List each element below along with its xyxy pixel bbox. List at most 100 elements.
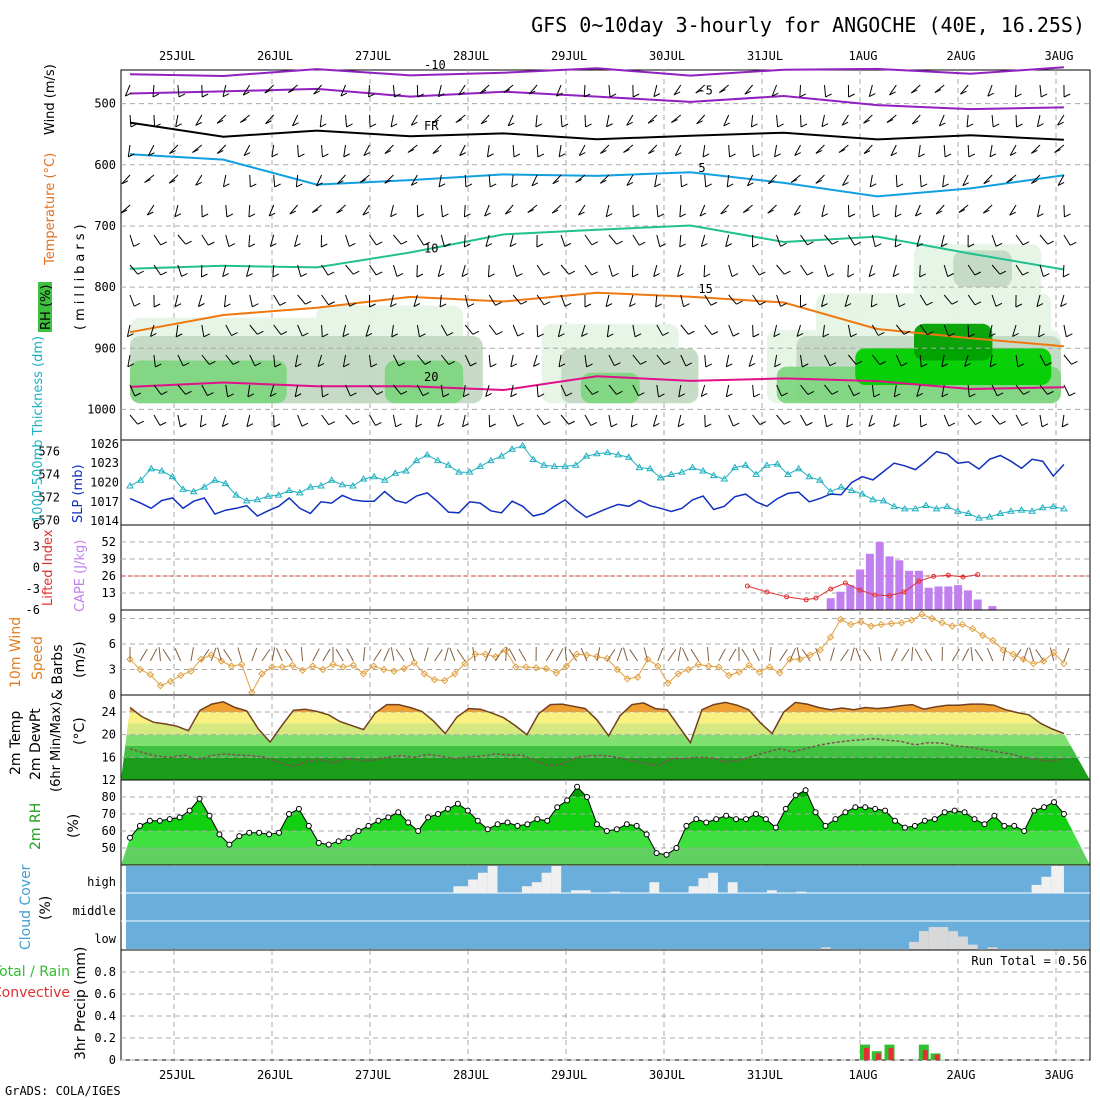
li-marker xyxy=(744,583,750,589)
thickness-marker xyxy=(773,460,782,467)
upper-barb-flag xyxy=(561,123,569,128)
cape-bar xyxy=(954,585,963,610)
upper-barb xyxy=(943,324,950,337)
rh-band-1 xyxy=(121,831,1090,848)
upper-barb-flag xyxy=(375,271,383,276)
rh-marker xyxy=(1041,804,1048,811)
wind-barb xyxy=(596,647,601,662)
upper-barb xyxy=(368,354,372,367)
upper-barb xyxy=(584,234,593,246)
upper-barb-flag xyxy=(983,180,990,185)
upper-barb-flag xyxy=(916,393,923,397)
upper-barb xyxy=(432,144,442,154)
wind-speed-marker xyxy=(562,662,571,670)
low-cloud-bar xyxy=(909,941,919,950)
upper-barb-flag xyxy=(841,121,849,126)
upper-barb-flag xyxy=(920,183,928,188)
rh-shade-10 xyxy=(953,250,1012,288)
upper-barb xyxy=(273,324,282,335)
rh-marker xyxy=(574,783,581,790)
isotherm-FR xyxy=(129,121,1064,141)
rh-marker xyxy=(832,816,839,823)
upper-barb xyxy=(556,84,562,97)
upper-barb xyxy=(393,384,402,395)
wind-barb xyxy=(796,647,801,662)
upper-barb xyxy=(410,174,418,186)
upper-barb xyxy=(988,324,993,337)
wind-barb xyxy=(1022,647,1029,662)
wind-speed-marker xyxy=(816,646,825,654)
wind-speed-marker xyxy=(999,646,1007,654)
upper-barb-flag xyxy=(148,152,155,157)
rh-marker xyxy=(643,831,650,838)
upper-barb-flag xyxy=(855,360,863,365)
upper-barb xyxy=(987,84,993,97)
upper-barb-flag xyxy=(732,422,740,427)
cape-tick-13: 13 xyxy=(102,586,116,600)
upper-barb xyxy=(776,414,785,425)
wind-barb xyxy=(911,647,914,662)
upper-barb xyxy=(967,384,970,397)
cape-axis-label: CAPE (J/kg) xyxy=(73,540,88,612)
upper-barb-flag xyxy=(846,423,853,428)
upper-barb-flag xyxy=(1009,211,1016,216)
upper-barb-flag xyxy=(895,213,902,218)
slp-tick-1026: 1026 xyxy=(90,437,119,451)
upper-barb xyxy=(677,414,682,427)
rh2m-units-label: (%) xyxy=(66,814,82,838)
thickness-marker xyxy=(752,470,761,477)
wind-speed-marker xyxy=(126,655,134,664)
rh-marker xyxy=(802,787,809,794)
upper-barb-flag xyxy=(847,273,855,278)
upper-barb xyxy=(800,264,808,276)
upper-barb-flag xyxy=(705,183,712,188)
wind-barb xyxy=(495,648,504,662)
wind-barb xyxy=(951,648,960,662)
upper-barb-flag xyxy=(838,149,846,153)
wind-speed-marker xyxy=(420,670,429,678)
upper-barb-flag xyxy=(437,273,445,278)
upper-barb xyxy=(362,204,370,216)
upper-barb xyxy=(247,384,251,397)
upper-barb-flag xyxy=(821,213,829,218)
li-marker xyxy=(842,580,848,586)
upper-barb xyxy=(776,384,783,397)
upper-barb-flag xyxy=(544,421,551,426)
upper-barb-flag xyxy=(169,150,176,154)
upper-barb xyxy=(1031,144,1041,154)
cape-bar xyxy=(963,590,972,610)
upper-barb xyxy=(242,84,251,96)
temp-tick-20: 20 xyxy=(102,728,116,742)
slp-tick-1014: 1014 xyxy=(90,514,119,528)
rh-marker xyxy=(484,826,491,833)
upper-barb-flag xyxy=(801,363,809,368)
upper-barb-flag xyxy=(947,273,954,277)
upper-barb-flag xyxy=(751,123,758,128)
upper-barb-flag xyxy=(868,423,876,427)
rh-marker xyxy=(295,805,302,812)
upper-barb-flag xyxy=(464,213,471,218)
rh-marker xyxy=(395,809,402,816)
top-date-25JUL: 25JUL xyxy=(159,49,195,63)
upper-barb xyxy=(512,294,522,305)
upper-barb-flag xyxy=(529,90,536,95)
rh2m-axis-label: 2m RH xyxy=(28,803,44,850)
upper-barb xyxy=(871,234,876,247)
rh-tick-70: 70 xyxy=(102,807,116,821)
wind-speed-marker xyxy=(481,650,490,658)
upper-barb-flag xyxy=(248,213,256,218)
precip-legend-conv: Convective xyxy=(0,985,70,1001)
upper-barb xyxy=(821,294,825,307)
upper-barb-flag xyxy=(869,93,876,98)
upper-barb-flag xyxy=(726,363,733,368)
wind-barb xyxy=(690,648,699,662)
upper-barb xyxy=(146,204,155,216)
upper-barb-flag xyxy=(815,149,823,154)
upper-barb-flag xyxy=(767,209,774,214)
upper-barb-flag xyxy=(1061,423,1069,428)
upper-barb-flag xyxy=(390,123,398,128)
wind-barb xyxy=(752,648,760,662)
upper-barb-flag xyxy=(871,303,878,308)
upper-barb-flag xyxy=(248,243,256,248)
upper-barb xyxy=(1036,114,1041,127)
